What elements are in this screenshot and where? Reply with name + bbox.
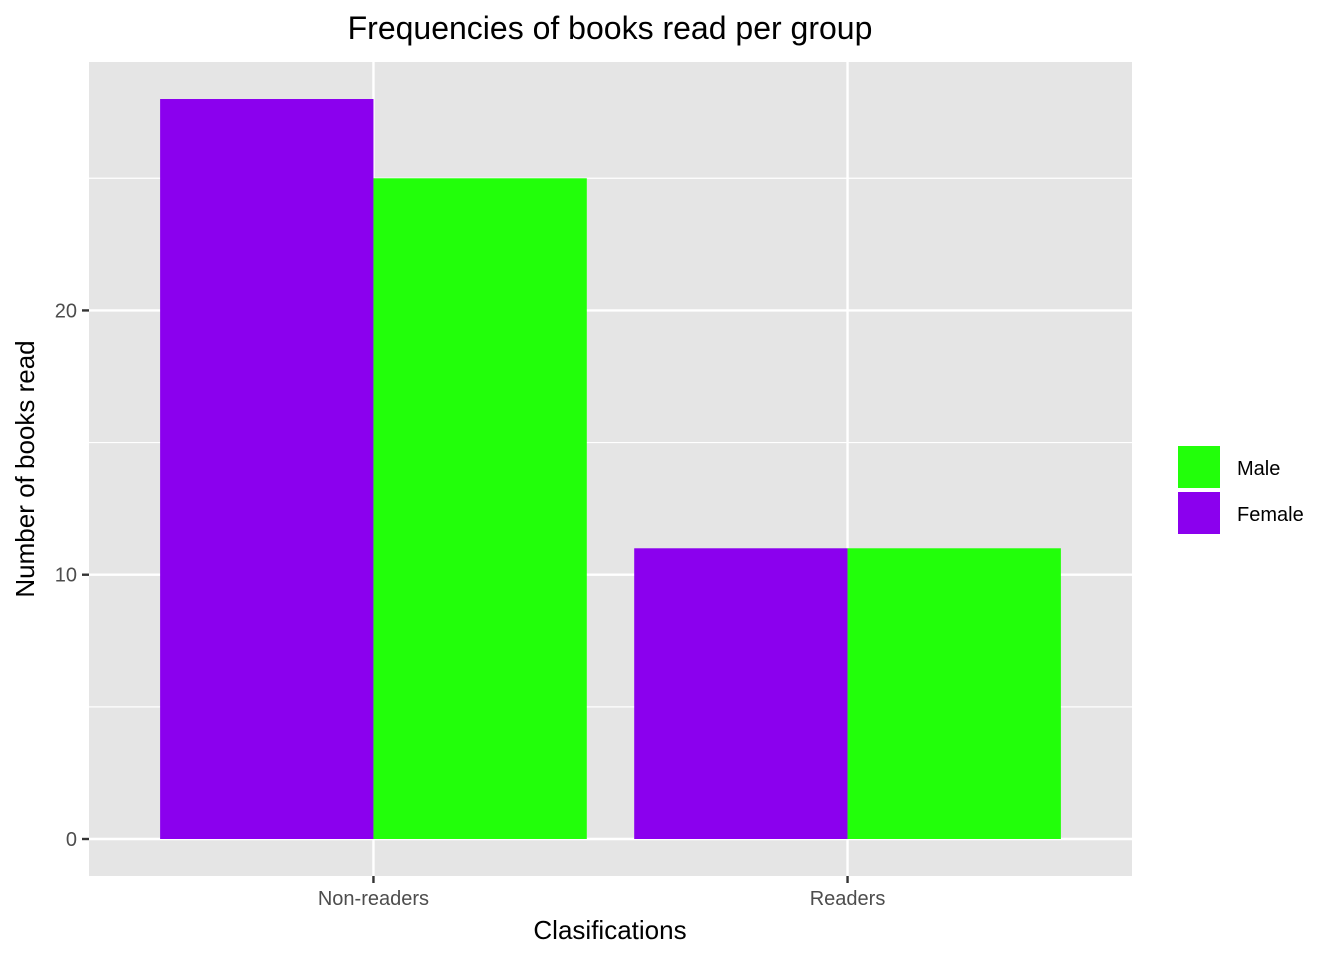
x-axis-title: Clasifications <box>533 915 686 945</box>
chart-title: Frequencies of books read per group <box>348 10 873 46</box>
y-tick-label: 20 <box>55 300 77 322</box>
bar-non-readers-male <box>373 178 587 840</box>
y-tick-label: 0 <box>66 829 77 851</box>
y-axis-title: Number of books read <box>10 340 40 597</box>
legend-key-male <box>1178 446 1220 488</box>
bars <box>160 99 1061 840</box>
x-tick-label: Readers <box>810 888 886 910</box>
legend-key-female <box>1178 492 1220 534</box>
legend-label-female: Female <box>1237 504 1304 526</box>
legend: Male Female <box>1178 446 1304 534</box>
legend-label-male: Male <box>1237 458 1280 480</box>
x-tick-label: Non-readers <box>318 888 429 910</box>
x-axis: Non-readers Readers <box>318 876 885 910</box>
bar-non-readers-female <box>160 99 374 839</box>
y-tick-label: 10 <box>55 565 77 587</box>
bar-readers-female <box>634 548 848 839</box>
bar-readers-male <box>847 548 1061 839</box>
y-axis: 0 10 20 <box>55 300 89 851</box>
